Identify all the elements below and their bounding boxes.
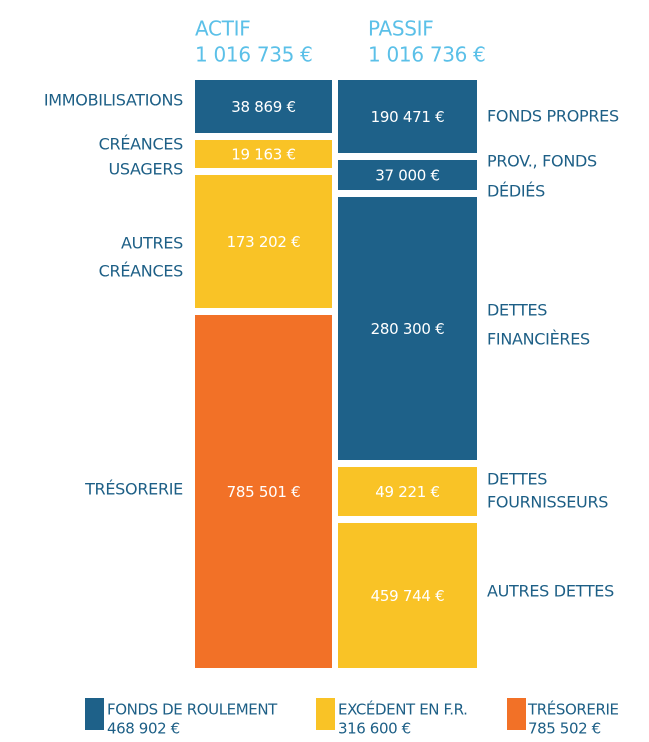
block <box>195 315 332 668</box>
block-label: FINANCIÈRES <box>487 330 590 349</box>
column-title: ACTIF <box>195 17 250 41</box>
block-label: IMMOBILISATIONS <box>44 91 183 110</box>
legend-value: 785 502 € <box>528 720 601 738</box>
block-label: FONDS PROPRES <box>487 107 619 126</box>
block-value: 19 163 € <box>231 146 295 164</box>
legend-label: FONDS DE ROULEMENT <box>107 701 278 719</box>
legend-swatch <box>507 698 526 730</box>
block <box>338 160 477 190</box>
column-total: 1 016 735 € <box>195 43 313 67</box>
block-value: 459 744 € <box>371 587 445 605</box>
legend-label: EXCÉDENT EN F.R. <box>338 700 468 719</box>
block-label: PROV., FONDS <box>487 152 597 171</box>
block-label: DETTES <box>487 301 547 320</box>
legend-label: TRÉSORERIE <box>527 700 619 719</box>
block <box>195 175 332 308</box>
block-label: CRÉANCES <box>99 135 183 154</box>
block <box>195 140 332 168</box>
block <box>195 80 332 133</box>
block-label: CRÉANCES <box>99 262 183 281</box>
block-value: 280 300 € <box>371 320 445 338</box>
block <box>338 197 477 460</box>
block-label: AUTRES DETTES <box>487 582 614 601</box>
block-value: 37 000 € <box>375 167 439 185</box>
block-value: 38 869 € <box>231 98 295 116</box>
legend-value: 468 902 € <box>107 720 180 738</box>
legend-swatch <box>316 698 335 730</box>
block-value: 190 471 € <box>371 108 445 126</box>
legend-value: 316 600 € <box>338 720 411 738</box>
block-label: TRÉSORERIE <box>84 480 183 499</box>
block-label: USAGERS <box>108 160 183 179</box>
block-label: DÉDIÉS <box>487 182 545 201</box>
block-value: 785 501 € <box>227 483 301 501</box>
block <box>338 80 477 153</box>
block-value: 49 221 € <box>375 483 439 501</box>
legend-swatch <box>85 698 104 730</box>
block-value: 173 202 € <box>227 233 301 251</box>
column-title: PASSIF <box>368 17 433 41</box>
column-total: 1 016 736 € <box>368 43 486 67</box>
block <box>338 467 477 516</box>
block-label: FOURNISSEURS <box>487 493 608 512</box>
block-label: AUTRES <box>121 234 183 253</box>
block <box>338 523 477 668</box>
block-label: DETTES <box>487 470 547 489</box>
